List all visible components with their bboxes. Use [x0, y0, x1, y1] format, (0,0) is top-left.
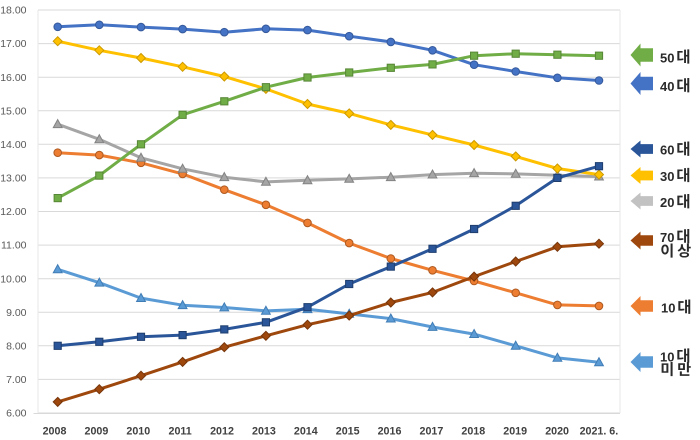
- svg-text:60: 60: [660, 143, 674, 158]
- svg-text:2018: 2018: [461, 426, 485, 438]
- svg-text:16.00: 16.00: [0, 72, 26, 84]
- svg-text:2012: 2012: [210, 426, 234, 438]
- svg-text:9.00: 9.00: [6, 307, 27, 319]
- svg-text:2014: 2014: [294, 426, 318, 438]
- svg-text:2017: 2017: [420, 426, 444, 438]
- svg-text:7.00: 7.00: [6, 374, 27, 386]
- svg-text:2021. 6.: 2021. 6.: [580, 426, 619, 438]
- svg-text:2020: 2020: [545, 426, 569, 438]
- svg-text:18.00: 18.00: [0, 5, 26, 17]
- svg-text:17.00: 17.00: [0, 38, 26, 50]
- svg-text:12.00: 12.00: [0, 206, 26, 218]
- svg-text:10: 10: [660, 349, 674, 364]
- svg-text:2009: 2009: [85, 426, 109, 438]
- svg-text:10: 10: [661, 301, 675, 316]
- svg-text:2016: 2016: [378, 426, 402, 438]
- svg-text:2013: 2013: [252, 426, 276, 438]
- svg-text:6.00: 6.00: [6, 408, 27, 420]
- svg-text:14.00: 14.00: [0, 139, 26, 151]
- svg-text:2011: 2011: [169, 426, 192, 438]
- svg-text:11.00: 11.00: [1, 240, 27, 252]
- svg-text:2019: 2019: [503, 426, 527, 438]
- svg-text:15.00: 15.00: [0, 105, 26, 117]
- svg-text:2010: 2010: [126, 426, 150, 438]
- svg-text:20: 20: [660, 195, 674, 210]
- svg-text:40: 40: [660, 79, 674, 94]
- svg-text:70: 70: [660, 230, 674, 245]
- svg-text:50: 50: [660, 50, 674, 65]
- svg-text:10.00: 10.00: [0, 273, 26, 285]
- svg-text:8.00: 8.00: [6, 340, 27, 352]
- svg-text:13.00: 13.00: [0, 173, 26, 185]
- svg-text:2015: 2015: [336, 426, 360, 438]
- svg-text:2008: 2008: [43, 426, 67, 438]
- svg-text:30: 30: [660, 169, 674, 184]
